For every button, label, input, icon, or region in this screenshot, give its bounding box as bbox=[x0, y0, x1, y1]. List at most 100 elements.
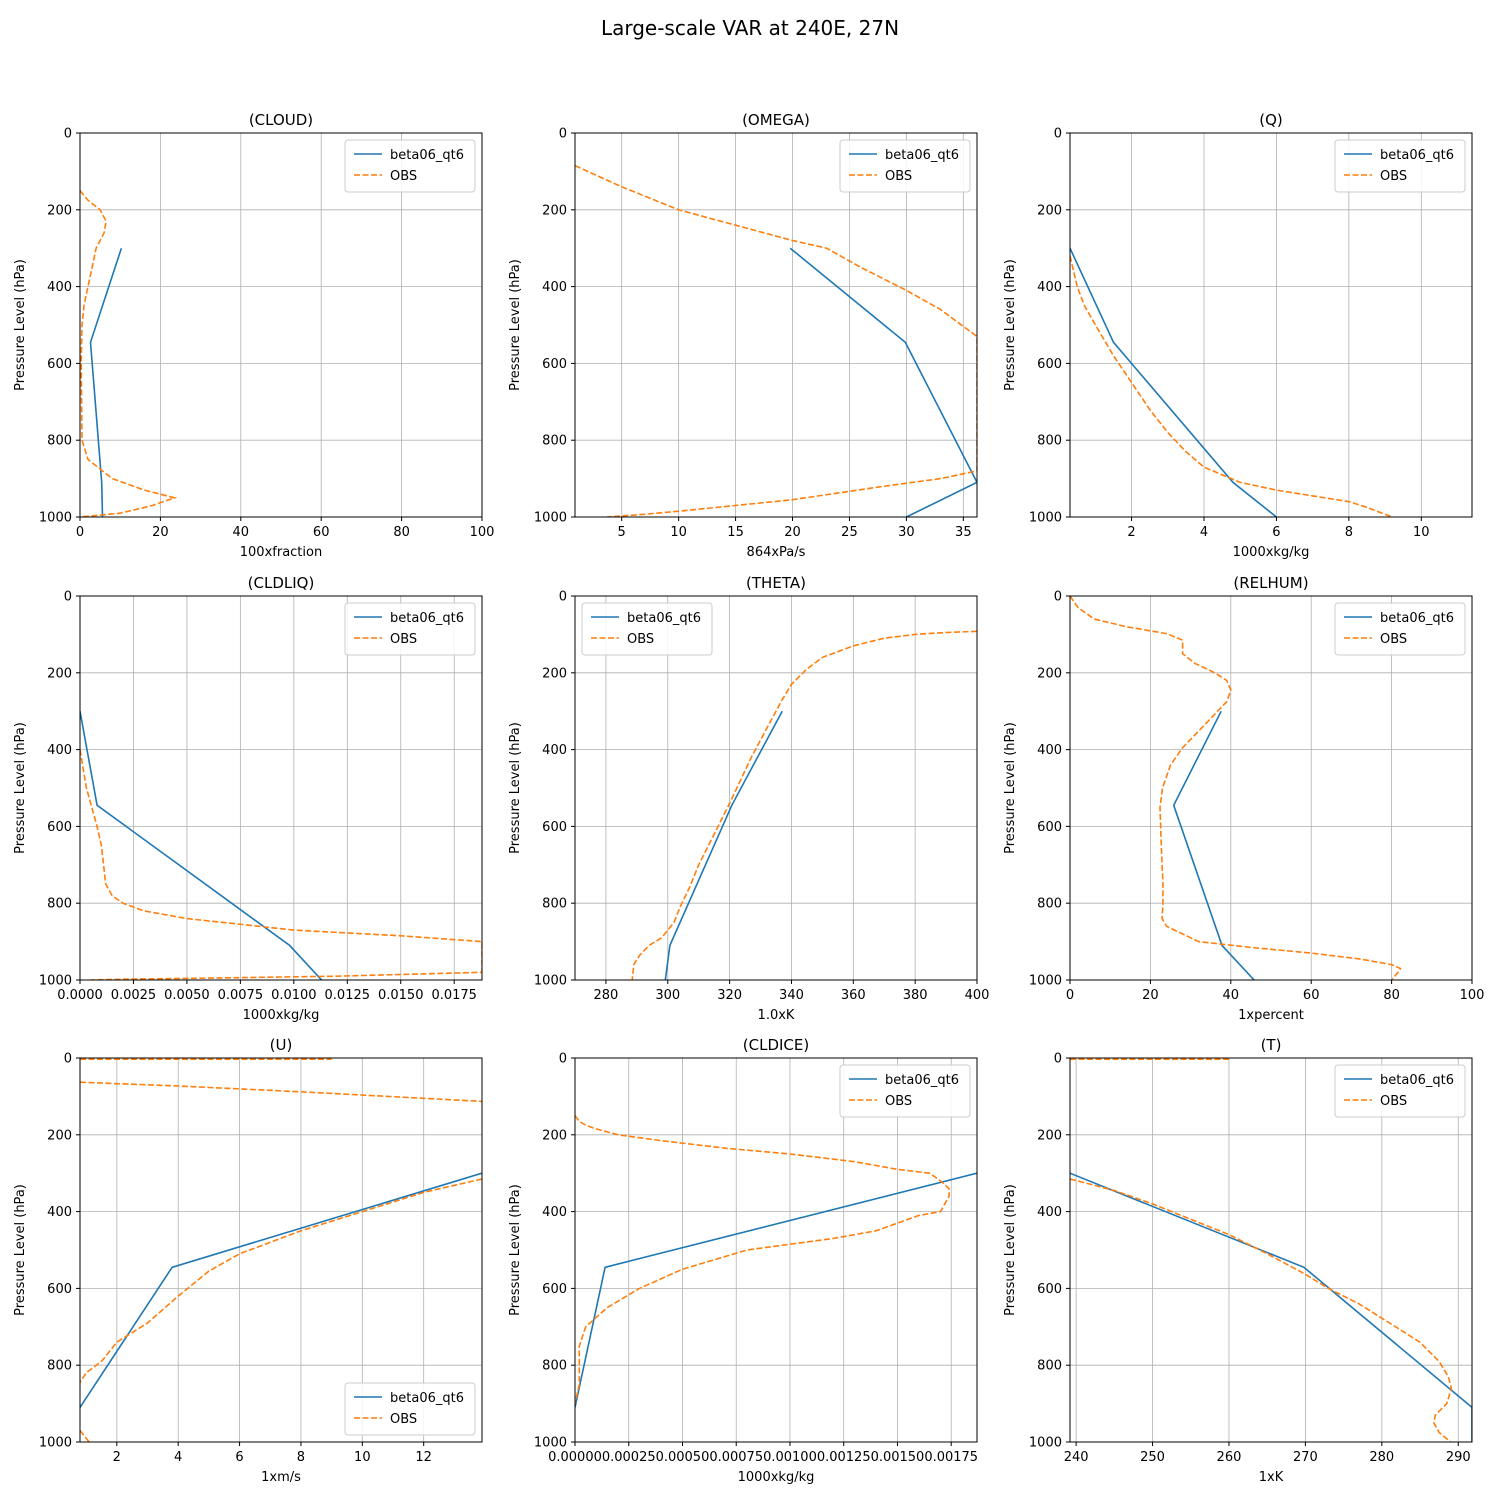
x-tick-label: 280 bbox=[1369, 1450, 1394, 1465]
y-tick-label: 0 bbox=[559, 127, 567, 142]
series-line-beta06-qt6 bbox=[89, 247, 123, 517]
x-tick-label: 5 bbox=[618, 525, 626, 540]
y-tick-label: 200 bbox=[47, 666, 72, 681]
y-axis-label: Pressure Level (hPa) bbox=[1003, 259, 1018, 391]
series-line-obs bbox=[80, 190, 178, 517]
legend: beta06_qt6 OBS bbox=[839, 139, 971, 193]
y-tick-label: 600 bbox=[47, 357, 72, 372]
y-tick-label: 1000 bbox=[1029, 511, 1062, 526]
legend: beta06_qt6 OBS bbox=[344, 1382, 476, 1436]
x-tick-label: 250 bbox=[1140, 1450, 1165, 1465]
y-tick-label: 1000 bbox=[534, 974, 567, 989]
series-line-beta06-qt6 bbox=[1172, 710, 1255, 980]
x-tick-label: 280 bbox=[594, 988, 619, 1003]
x-tick-label: 0.0050 bbox=[164, 988, 210, 1003]
x-tick-label: 2 bbox=[1127, 525, 1135, 540]
legend-label: beta06_qt6 bbox=[885, 148, 959, 163]
subplot-title: (U) bbox=[270, 1036, 293, 1054]
x-tick-label: 80 bbox=[393, 525, 410, 540]
y-tick-label: 600 bbox=[542, 820, 567, 835]
legend: beta06_qt6 OBS bbox=[344, 139, 476, 193]
x-tick-label: 15 bbox=[727, 525, 744, 540]
legend: beta06_qt6 OBS bbox=[839, 1064, 971, 1118]
y-tick-label: 0 bbox=[64, 590, 72, 605]
subplot-title: (CLOUD) bbox=[249, 111, 313, 129]
x-tick-label: 25 bbox=[841, 525, 858, 540]
x-tick-label: 0.00150 bbox=[871, 1450, 925, 1465]
x-tick-label: 0.0000 bbox=[57, 988, 103, 1003]
y-tick-label: 1000 bbox=[39, 1436, 72, 1451]
legend-label: OBS bbox=[885, 1094, 912, 1109]
y-tick-label: 1000 bbox=[39, 511, 72, 526]
series-line-beta06-qt6 bbox=[1070, 247, 1277, 517]
x-tick-label: 0 bbox=[76, 525, 84, 540]
legend-label: beta06_qt6 bbox=[390, 611, 464, 626]
y-tick-label: 200 bbox=[542, 1128, 567, 1143]
legend-box bbox=[344, 602, 476, 656]
y-tick-label: 0 bbox=[1054, 127, 1062, 142]
series-line-obs bbox=[80, 1081, 482, 1103]
x-tick-label: 40 bbox=[1223, 988, 1240, 1003]
series-line-obs bbox=[631, 630, 977, 980]
x-tick-label: 0.00000 bbox=[548, 1450, 602, 1465]
x-tick-label: 10 bbox=[670, 525, 687, 540]
x-tick-label: 30 bbox=[898, 525, 915, 540]
y-axis-label: Pressure Level (hPa) bbox=[508, 259, 523, 391]
x-tick-label: 2 bbox=[113, 1450, 121, 1465]
legend: beta06_qt6 OBS bbox=[1334, 1064, 1466, 1118]
y-tick-label: 800 bbox=[1037, 434, 1062, 449]
x-tick-label: 6 bbox=[235, 1450, 243, 1465]
series-line-obs bbox=[575, 164, 977, 517]
y-tick-label: 1000 bbox=[1029, 1436, 1062, 1451]
x-tick-label: 380 bbox=[903, 988, 928, 1003]
y-tick-label: 400 bbox=[542, 1205, 567, 1220]
series-line-obs-low bbox=[80, 1178, 482, 1383]
subplot-title: (Q) bbox=[1259, 111, 1283, 129]
x-tick-label: 0.0175 bbox=[431, 988, 477, 1003]
y-tick-label: 200 bbox=[47, 1128, 72, 1143]
x-tick-label: 20 bbox=[1142, 988, 1159, 1003]
x-tick-label: 240 bbox=[1064, 1450, 1089, 1465]
subplot-title: (CLDLIQ) bbox=[248, 574, 315, 592]
y-tick-label: 400 bbox=[47, 1205, 72, 1220]
legend-label: OBS bbox=[885, 169, 912, 184]
legend: beta06_qt6 OBS bbox=[581, 602, 713, 656]
x-axis-label: 1.0xK bbox=[758, 1008, 795, 1023]
x-tick-label: 260 bbox=[1217, 1450, 1242, 1465]
legend: beta06_qt6 OBS bbox=[344, 602, 476, 656]
series-line-beta06-qt6 bbox=[80, 711, 323, 980]
legend-label: OBS bbox=[1380, 169, 1407, 184]
axes-frame bbox=[1069, 1057, 1473, 1443]
y-tick-label: 400 bbox=[542, 280, 567, 295]
subplot-4: 280 300 320 340 360 380 400 0 200 400 600 800 1000 (T… bbox=[508, 574, 989, 1023]
y-tick-label: 400 bbox=[47, 743, 72, 758]
x-tick-label: 8 bbox=[1345, 525, 1353, 540]
legend-box bbox=[1334, 602, 1466, 656]
subplot-1: 5 10 15 20 25 30 35 0 200 400 600 800 1000 (OMEGA) 864… bbox=[508, 111, 978, 560]
y-tick-label: 600 bbox=[1037, 357, 1062, 372]
y-tick-label: 0 bbox=[559, 1052, 567, 1067]
y-tick-label: 1000 bbox=[534, 1436, 567, 1451]
x-tick-label: 40 bbox=[233, 525, 250, 540]
y-tick-label: 0 bbox=[64, 1052, 72, 1067]
x-tick-label: 0.00025 bbox=[602, 1450, 656, 1465]
x-tick-label: 60 bbox=[1303, 988, 1320, 1003]
x-tick-label: 60 bbox=[313, 525, 330, 540]
x-tick-label: 10 bbox=[354, 1450, 371, 1465]
y-tick-label: 600 bbox=[1037, 820, 1062, 835]
legend-label: OBS bbox=[390, 632, 417, 647]
y-tick-label: 800 bbox=[47, 1359, 72, 1374]
x-axis-label: 1000xkg/kg bbox=[738, 1470, 815, 1485]
legend-box bbox=[1334, 1064, 1466, 1118]
series-line-obs bbox=[80, 749, 482, 980]
subplot-3: 0.0000 0.0025 0.0050 0.0075 0.0100 0.0125 0.01… bbox=[13, 574, 483, 1023]
x-tick-label: 270 bbox=[1293, 1450, 1318, 1465]
y-tick-label: 400 bbox=[1037, 1205, 1062, 1220]
y-axis-label: Pressure Level (hPa) bbox=[13, 1184, 28, 1316]
axes-frame bbox=[1069, 595, 1473, 981]
y-tick-label: 400 bbox=[542, 743, 567, 758]
axes-frame bbox=[79, 132, 483, 518]
series-line-obs bbox=[1070, 1178, 1453, 1442]
subplot-8: 240 250 260 270 280 290 0 200 400 600 800 1000 (T) 1x… bbox=[1003, 1036, 1473, 1485]
legend-label: beta06_qt6 bbox=[1380, 148, 1454, 163]
